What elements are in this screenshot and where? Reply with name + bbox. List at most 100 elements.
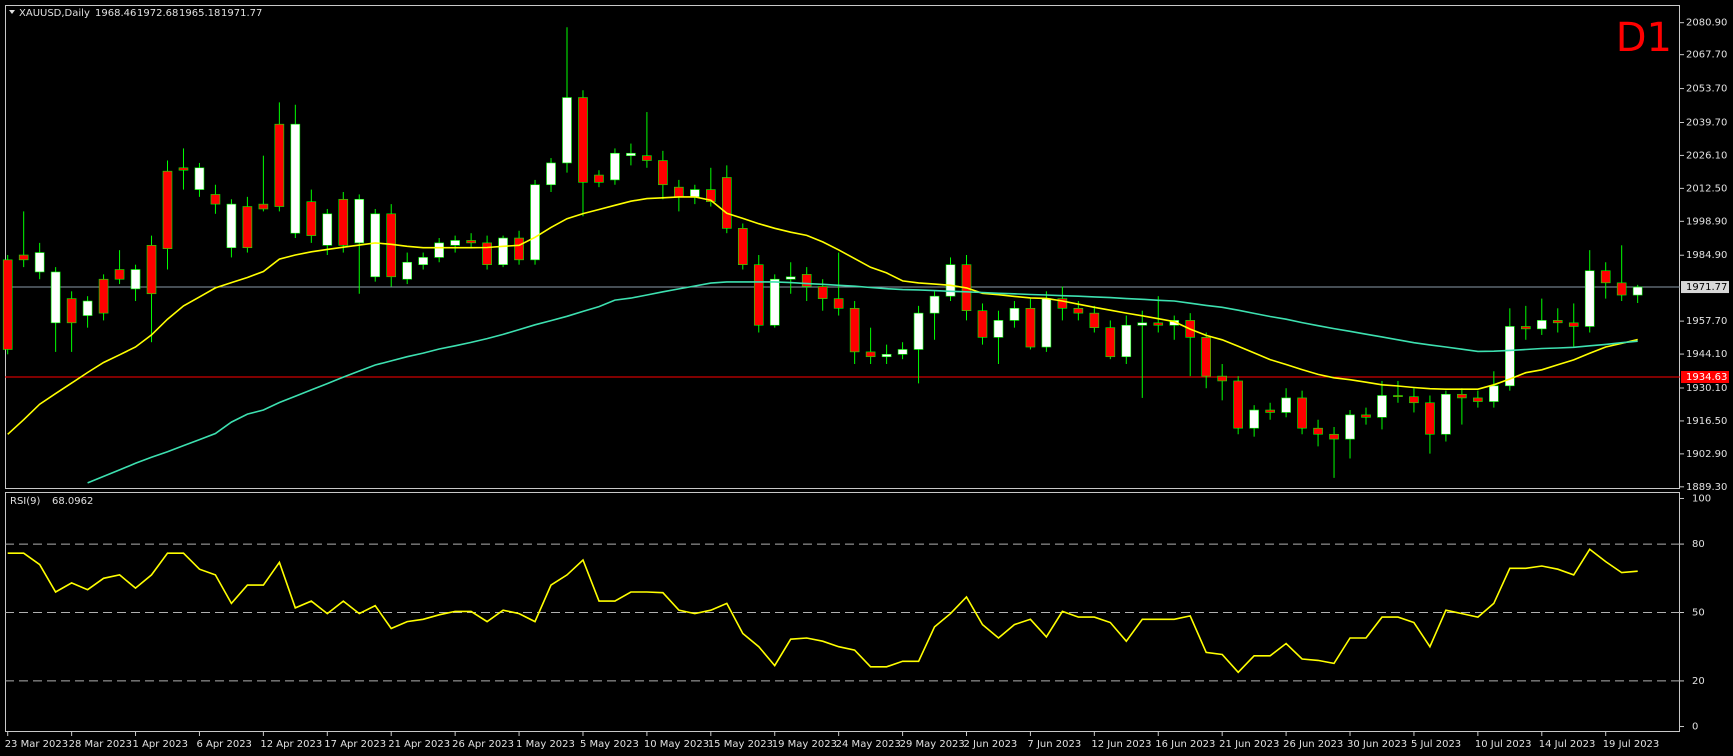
candle-body xyxy=(1025,307,1036,348)
candle-body xyxy=(1632,286,1643,296)
candle-body xyxy=(945,264,956,297)
y-tick-label: 50 xyxy=(1692,608,1705,619)
y-tick-label: 1930.10 xyxy=(1686,383,1727,394)
candle-body xyxy=(226,203,237,249)
x-tick-label: 15 May 2023 xyxy=(708,739,773,750)
y-tick-label: 0 xyxy=(1692,722,1698,733)
candle-body xyxy=(1584,270,1595,327)
candle-body xyxy=(1137,322,1148,326)
y-tick-label: 2053.70 xyxy=(1686,84,1727,95)
menu-arrow xyxy=(9,10,15,14)
x-tick-label: 21 Jun 2023 xyxy=(1219,739,1279,750)
y-tick-label: 2080.90 xyxy=(1686,18,1727,29)
candle-body xyxy=(354,198,365,244)
candle-body xyxy=(66,298,77,324)
candle-body xyxy=(1473,397,1483,402)
candle-body xyxy=(1600,270,1611,284)
candle-body xyxy=(865,351,876,358)
y-tick-label: 100 xyxy=(1692,493,1711,504)
candle-body xyxy=(1409,396,1419,404)
candle-body xyxy=(881,354,892,358)
candle-body xyxy=(162,170,173,249)
candle-body xyxy=(1121,324,1132,358)
candle-body xyxy=(2,259,13,350)
timeframe-label: D1 xyxy=(1616,15,1672,61)
y-tick-label: 2026.10 xyxy=(1686,150,1727,161)
level-price-box xyxy=(1681,371,1729,384)
candle-body xyxy=(242,206,253,249)
x-tick-label: 6 Apr 2023 xyxy=(196,739,251,750)
candle-body xyxy=(737,228,748,265)
candle-body xyxy=(178,167,189,171)
y-tick-label: 1957.70 xyxy=(1686,316,1727,327)
x-tick-label: 23 Mar 2023 xyxy=(5,739,68,750)
candle-body xyxy=(1345,414,1355,440)
candle-body xyxy=(418,257,428,265)
y-tick-label: 80 xyxy=(1692,539,1705,550)
candle-body xyxy=(993,320,1004,338)
candle-body xyxy=(1552,320,1563,324)
rsi-line xyxy=(7,548,1638,674)
x-tick-label: 14 Jul 2023 xyxy=(1539,739,1596,750)
ohlc-high: 1972.68 xyxy=(137,8,178,19)
candle-body xyxy=(658,160,668,186)
x-tick-label: 26 Jun 2023 xyxy=(1283,739,1343,750)
candle-body xyxy=(1536,320,1547,330)
rsi-value: 68.0962 xyxy=(52,496,93,507)
y-tick-label: 1916.50 xyxy=(1686,416,1727,427)
candle-body xyxy=(146,245,157,295)
x-tick-label: 2 Jun 2023 xyxy=(964,739,1018,750)
candle-body xyxy=(897,349,908,355)
y-tick-label: 2039.70 xyxy=(1686,117,1727,128)
candle-body xyxy=(1009,307,1020,321)
x-tick-label: 24 May 2023 xyxy=(836,739,901,750)
ohlc-low: 1965.18 xyxy=(179,8,220,19)
candle-body xyxy=(98,278,109,314)
x-tick-label: 19 May 2023 xyxy=(772,739,837,750)
candle-body xyxy=(1249,409,1259,429)
x-tick-label: 10 May 2023 xyxy=(644,739,709,750)
candle-body xyxy=(833,298,844,309)
level-price-label: 1934.63 xyxy=(1686,372,1727,383)
candle-body xyxy=(769,278,780,326)
x-tick-label: 17 Apr 2023 xyxy=(324,739,386,750)
x-tick-label: 26 Apr 2023 xyxy=(452,739,514,750)
candle-body xyxy=(450,240,460,246)
candle-body xyxy=(817,286,828,299)
candle-body xyxy=(274,123,285,207)
x-tick-label: 12 Apr 2023 xyxy=(260,739,322,750)
candle-body xyxy=(1201,337,1211,377)
candle-body xyxy=(721,177,732,229)
y-tick-label: 1889.30 xyxy=(1686,482,1727,493)
ohlc-close: 1971.77 xyxy=(221,8,262,19)
moving-average xyxy=(87,281,1638,484)
x-tick-label: 1 Apr 2023 xyxy=(133,739,188,750)
candle-body xyxy=(1105,327,1116,358)
candle-body xyxy=(322,213,333,246)
candle-body xyxy=(1057,298,1068,309)
candle-body xyxy=(82,300,93,316)
candle-body xyxy=(1041,298,1052,348)
candle-body xyxy=(690,189,700,198)
x-tick-label: 30 Jun 2023 xyxy=(1347,739,1407,750)
candle-body xyxy=(434,242,444,258)
x-tick-label: 1 May 2023 xyxy=(516,739,575,750)
candle-body xyxy=(977,310,988,338)
candle-body xyxy=(913,312,924,350)
x-tick-label: 19 Jul 2023 xyxy=(1603,739,1660,750)
x-tick-label: 5 May 2023 xyxy=(580,739,639,750)
candle-body xyxy=(498,237,508,265)
y-tick-label: 1944.10 xyxy=(1686,349,1727,360)
candle-body xyxy=(114,269,125,280)
candle-body xyxy=(210,194,221,205)
candle-body xyxy=(1521,326,1531,330)
candle-body xyxy=(34,252,45,273)
y-tick-label: 1998.90 xyxy=(1686,216,1727,227)
moving-average xyxy=(7,196,1638,435)
candle-body xyxy=(1377,395,1387,418)
candle-body xyxy=(402,261,413,280)
candle-body xyxy=(1233,380,1243,429)
candle-body xyxy=(466,240,476,244)
candle-body xyxy=(706,189,716,203)
